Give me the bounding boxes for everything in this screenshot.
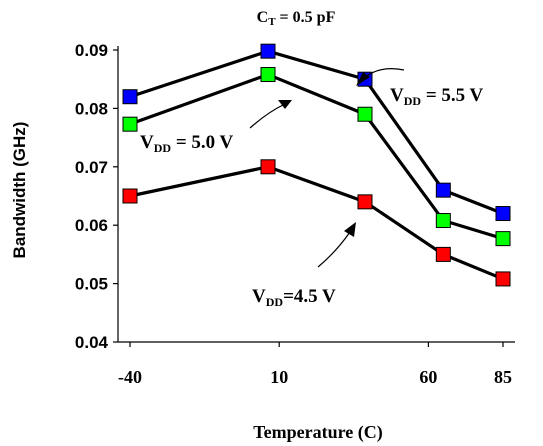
annotation-arrow-vdd-4-5	[317, 222, 356, 268]
y-tick-label: 0.08	[75, 99, 108, 118]
y-tick-label: 0.06	[75, 216, 108, 235]
x-axis: -40 10 60 85	[118, 341, 515, 387]
x-axis-label: Temperature (C)	[253, 422, 382, 443]
y-axis-label: Bandwidth (GHz)	[10, 122, 29, 259]
y-tick-label: 0.09	[75, 41, 108, 60]
y-axis: 0.04 0.05 0.06 0.07 0.08 0.09	[75, 41, 119, 352]
data-point-series2-3	[435, 246, 451, 262]
data-point-series2-1	[260, 159, 276, 175]
data-point-series2-2	[357, 194, 373, 210]
y-tick-label: 0.07	[75, 158, 108, 177]
annotation-arrow-vdd-5-0	[249, 100, 292, 129]
data-point-series2-0	[122, 188, 138, 204]
chart-title: CT = 0.5 pF	[257, 9, 336, 28]
data-point-series1-3	[435, 213, 451, 229]
x-tick-label: 10	[270, 367, 288, 387]
x-tick-label: -40	[118, 367, 142, 387]
data-point-series0-1	[260, 43, 276, 59]
series-markers	[122, 43, 511, 287]
x-tick-label: 60	[419, 367, 437, 387]
y-tick-label: 0.05	[75, 275, 108, 294]
data-point-series1-4	[495, 231, 511, 247]
x-tick-label: 85	[494, 367, 512, 387]
data-point-series0-4	[495, 206, 511, 222]
series-label-vdd-4-5: VDD=4.5 V	[252, 286, 336, 309]
data-point-series0-3	[435, 182, 451, 198]
data-point-series1-2	[357, 106, 373, 122]
series-label-vdd-5-5: VDD = 5.5 V	[390, 85, 484, 108]
series-label-vdd-5-0: VDD = 5.0 V	[140, 132, 234, 155]
y-tick-label: 0.04	[75, 333, 109, 352]
data-point-series1-1	[260, 67, 276, 83]
annotation-arrow-vdd-5-5	[356, 68, 405, 86]
data-point-series1-0	[122, 116, 138, 132]
data-point-series0-0	[122, 89, 138, 105]
data-point-series2-4	[495, 271, 511, 287]
